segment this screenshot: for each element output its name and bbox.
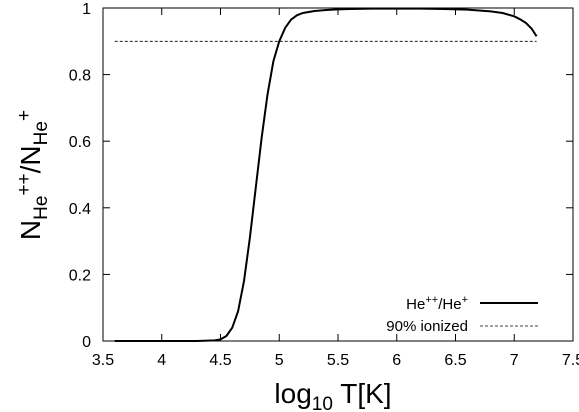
legend-label-series-1: He++/He+ [406, 294, 468, 313]
y-tick-label: 0.4 [69, 201, 91, 218]
x-tick-label: 6 [392, 352, 401, 369]
x-tick-label: 4 [157, 352, 166, 369]
y-axis-title: NHe++/NHe+ [14, 110, 52, 240]
x-tick-label: 3.5 [92, 352, 114, 369]
legend-label-series-2: 90% ionized [386, 318, 468, 335]
data-series [114, 7, 538, 342]
y-tick-label: 0 [82, 334, 91, 351]
plot-frame [102, 7, 574, 342]
legend: He++/He+ 90% ionized [386, 294, 538, 335]
x-tick-label: 4.5 [209, 352, 231, 369]
x-tick-label: 5.5 [327, 352, 349, 369]
x-tick-label: 7 [510, 352, 519, 369]
x-tick-label: 6.5 [444, 352, 466, 369]
y-tick-labels: 0 0.2 0.4 0.6 0.8 1 [69, 1, 91, 351]
axis-ticks [102, 7, 574, 342]
y-tick-label: 0.2 [69, 267, 91, 284]
plot-area-border [102, 7, 574, 342]
x-tick-label: 5 [275, 352, 284, 369]
x-tick-labels: 3.5 4 4.5 5 5.5 6 6.5 7 7.5 [92, 352, 579, 369]
y-tick-label: 0.8 [69, 68, 91, 85]
y-tick-label: 0.6 [69, 134, 91, 151]
series-line-he-ratio [114, 7, 538, 342]
y-tick-label: 1 [82, 1, 91, 18]
x-tick-label: 7.5 [562, 352, 579, 369]
x-axis-title: log10 T[K] [274, 378, 391, 412]
